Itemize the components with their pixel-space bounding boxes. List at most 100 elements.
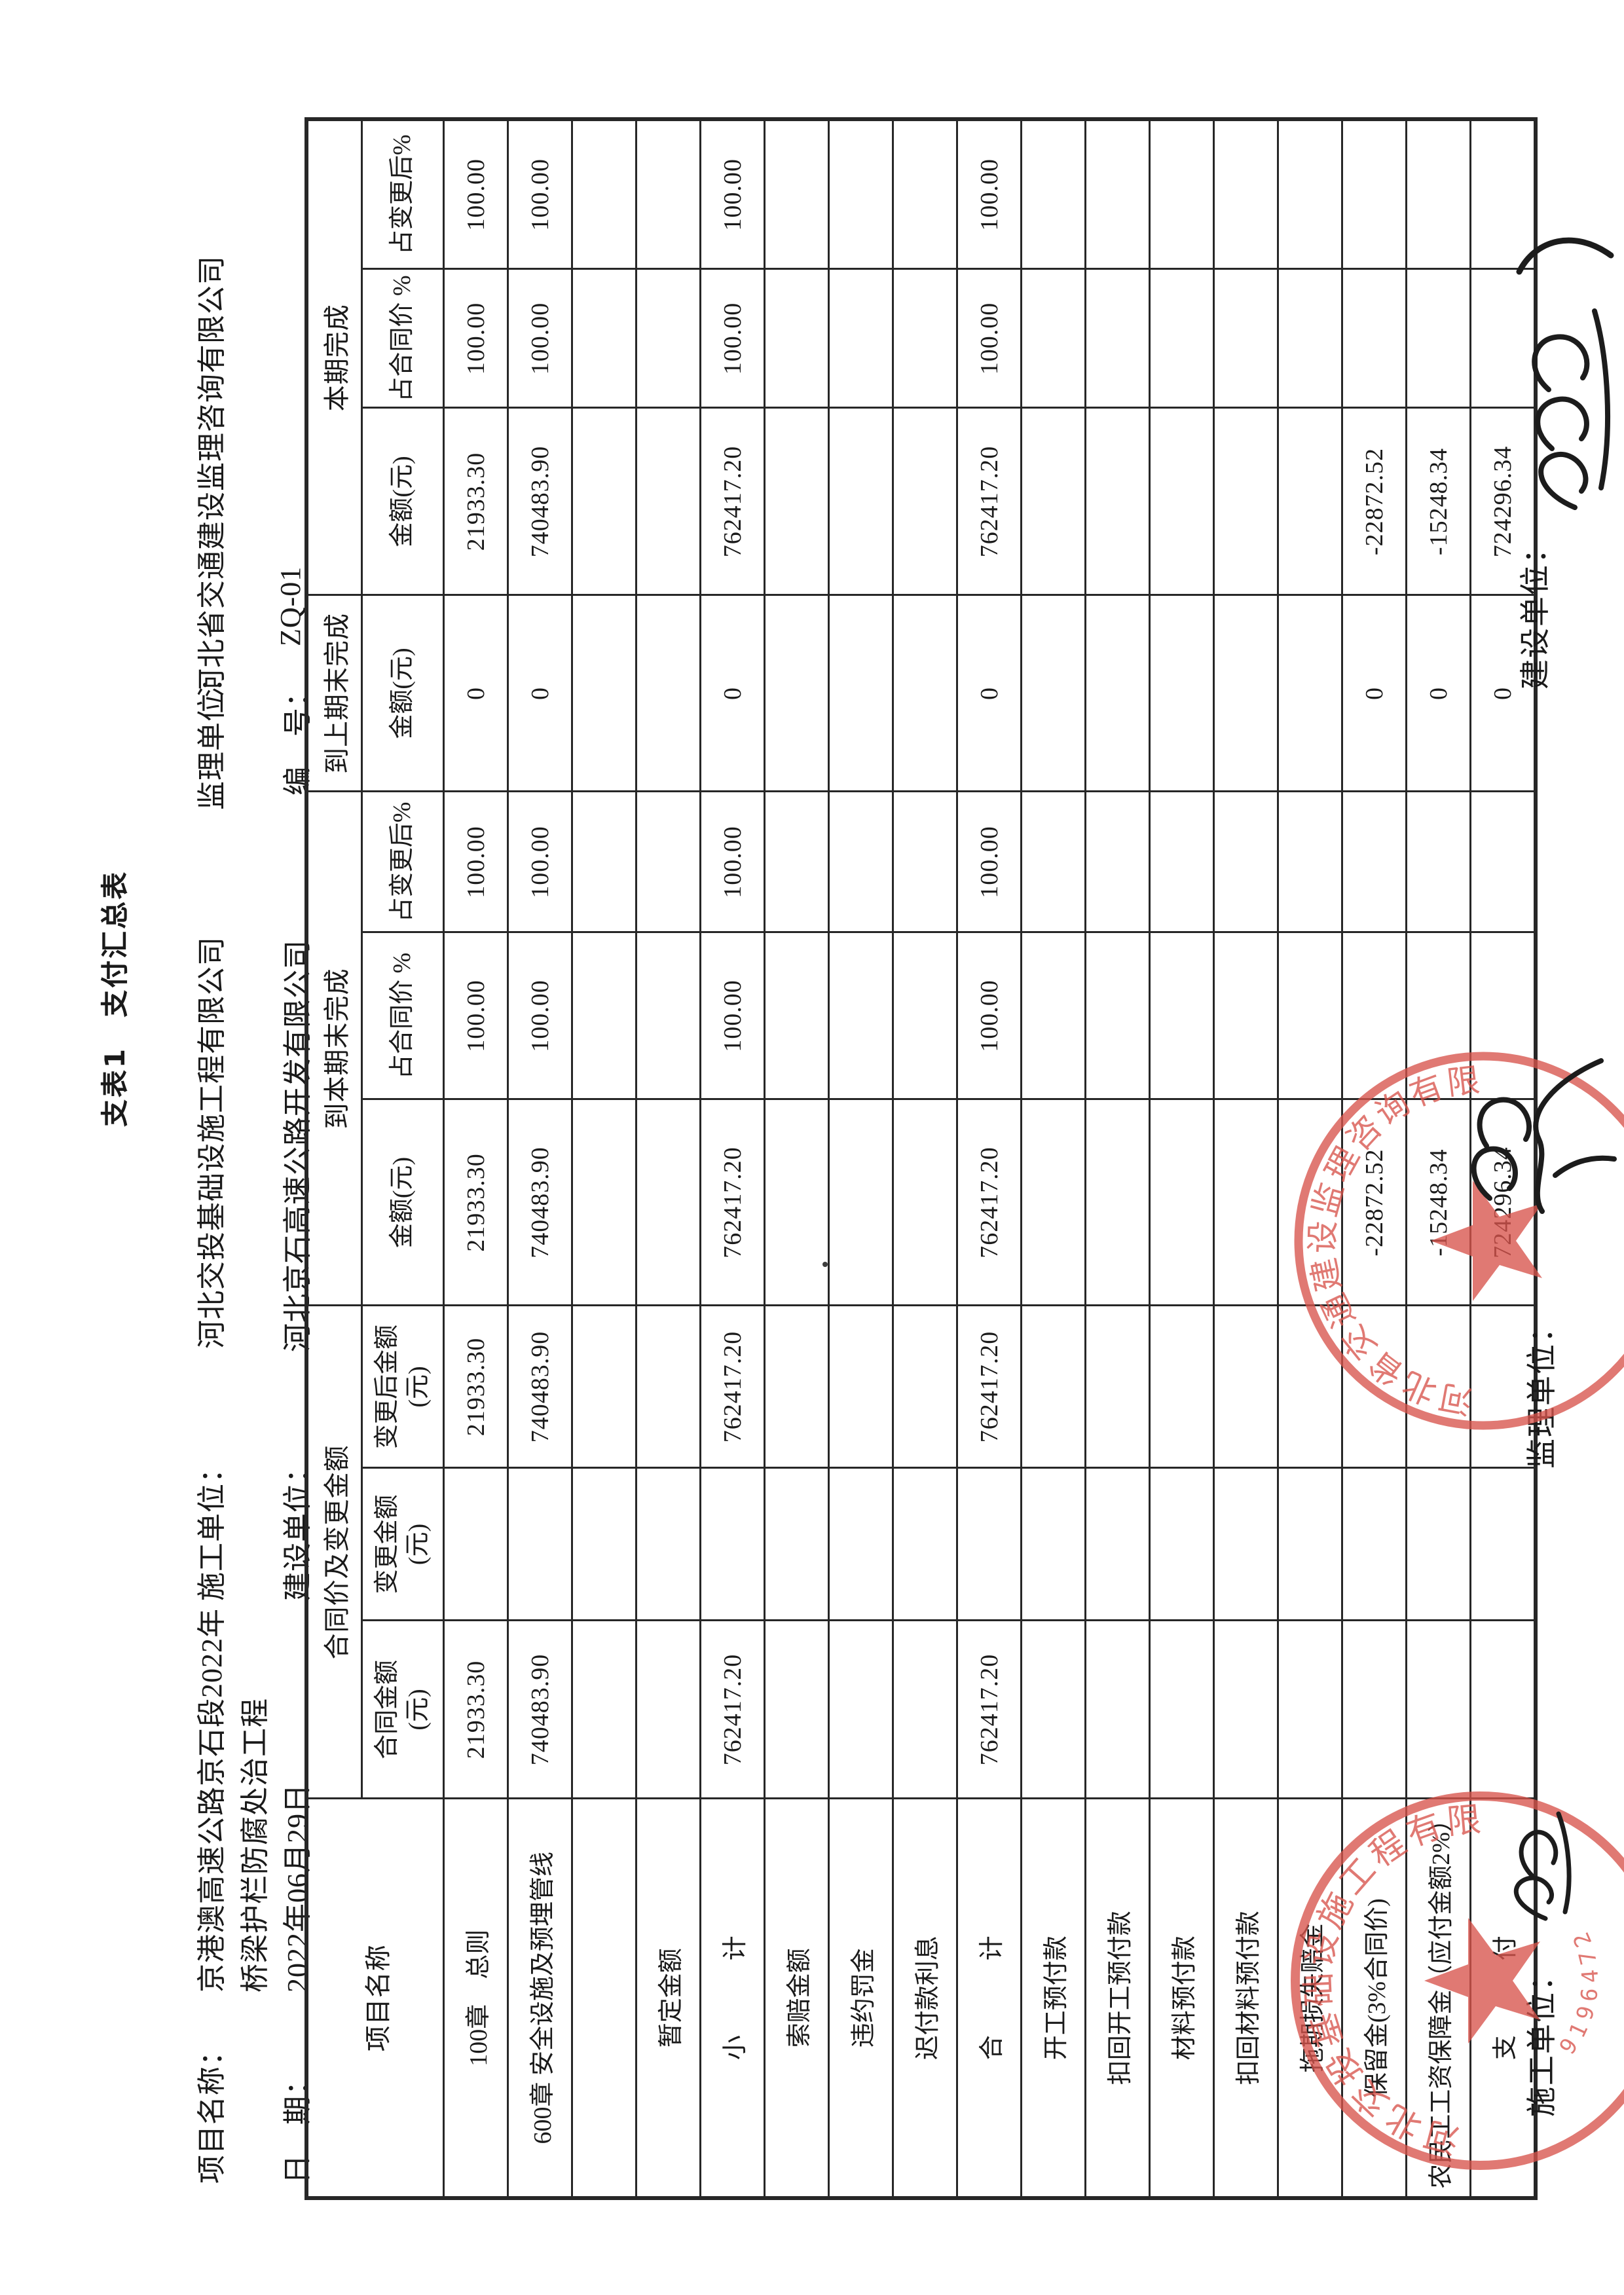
col-project-name: 项目名称 xyxy=(306,1799,444,2198)
cell-value: 762417.20 xyxy=(700,407,765,595)
cell-value xyxy=(764,119,829,269)
table-row: 暂定金额 xyxy=(636,119,701,2198)
cell-value xyxy=(572,407,637,595)
cell-value: 740483.90 xyxy=(507,1621,572,1799)
supervisor-value: 河北省交通建设监理咨询有限公司 xyxy=(196,255,228,697)
cell-value xyxy=(1406,1468,1471,1621)
cell-value xyxy=(1085,407,1150,595)
cell-value xyxy=(1085,791,1150,932)
col-contract-amount: 合同金额 (元) xyxy=(361,1621,444,1799)
cell-value xyxy=(828,407,893,595)
cell-value xyxy=(572,1099,637,1306)
cell-value xyxy=(507,1468,572,1621)
cell-value: 100.00 xyxy=(700,932,765,1099)
cell-value: 762417.20 xyxy=(700,1305,765,1468)
project-name-value-line1: 京港澳高速公路京石段2022年 xyxy=(196,1608,228,1992)
col-current-pct-change: 占变更后% xyxy=(361,119,444,269)
cell-value xyxy=(572,1305,637,1468)
footer-client-label: 建设单位： xyxy=(1519,532,1552,689)
cell-value xyxy=(1021,791,1086,932)
cell-value xyxy=(764,932,829,1099)
cell-value xyxy=(572,595,637,792)
cell-value: 740483.90 xyxy=(507,1099,572,1306)
project-name-value-line2: 桥梁护栏防腐处治工程 xyxy=(239,1698,271,1992)
cell-value: 740483.90 xyxy=(507,407,572,595)
client-signature xyxy=(1516,237,1614,510)
contractor-label: 施工单位： xyxy=(196,1454,228,1601)
cell-value: 0 xyxy=(507,595,572,792)
cell-value: 100.00 xyxy=(957,791,1022,932)
cell-value xyxy=(893,791,957,932)
contractor-value: 河北交投基础设施工程有限公司 xyxy=(196,936,228,1349)
cell-value xyxy=(764,1621,829,1799)
supervisor-company-seal: 河北省交通建设监理咨询有限公司 xyxy=(1287,1052,1624,1437)
cell-value xyxy=(1021,1305,1086,1468)
cell-value: 0 xyxy=(1406,595,1471,792)
cell-value xyxy=(893,1621,957,1799)
cell-value xyxy=(1021,1621,1086,1799)
col-after-change-amount: 变更后金额 (元) xyxy=(361,1305,444,1468)
cell-value: 740483.90 xyxy=(507,1305,572,1468)
cell-value xyxy=(1213,791,1278,932)
cell-value xyxy=(1406,1621,1471,1799)
cell-value xyxy=(1149,1621,1214,1799)
cell-value xyxy=(1470,1468,1536,1621)
col-previous-amount: 金额(元) xyxy=(361,595,444,792)
ink-speck xyxy=(822,1262,828,1267)
cell-value: 100.00 xyxy=(443,932,508,1099)
contractor-signature xyxy=(1513,1811,1572,1921)
cell-value xyxy=(828,268,893,408)
seal-star-icon xyxy=(1431,1181,1542,1301)
table-row: 600章 安全设施及预埋管线 740483.90 740483.90 740483.9… xyxy=(507,119,572,2198)
cell-value xyxy=(636,407,701,595)
cell-value: 100.00 xyxy=(957,932,1022,1099)
table-row xyxy=(572,119,637,2198)
col-group-completed-current: 本期完成 xyxy=(306,119,362,595)
col-todate-pct-contract: 占合同价 % xyxy=(361,932,444,1099)
cell-value xyxy=(636,1305,701,1468)
col-change-amount: 变更金额 (元) xyxy=(361,1468,444,1621)
row-label: 600章 安全设施及预埋管线 xyxy=(507,1799,572,2198)
cell-value xyxy=(1149,791,1214,932)
cell-value xyxy=(1085,932,1150,1099)
cell-value: -15248.34 xyxy=(1406,407,1471,595)
cell-value: 100.00 xyxy=(700,268,765,408)
cell-value xyxy=(700,1468,765,1621)
cell-value xyxy=(1213,932,1278,1099)
cell-value xyxy=(893,1468,957,1621)
cell-value xyxy=(636,932,701,1099)
cell-value xyxy=(1085,1305,1150,1468)
cell-value xyxy=(636,1468,701,1621)
cell-value: 100.00 xyxy=(443,791,508,932)
cell-value xyxy=(828,1305,893,1468)
table-row: 违约罚金 xyxy=(828,119,893,2198)
cell-value xyxy=(1085,1099,1150,1306)
table-row: 索赔金额 xyxy=(764,119,829,2198)
cell-value xyxy=(443,1468,508,1621)
cell-value xyxy=(636,268,701,408)
cell-value xyxy=(1085,1621,1150,1799)
form-title: 支表1 支付汇总表 xyxy=(99,870,131,1128)
cell-value xyxy=(1278,407,1342,595)
cell-value: 762417.20 xyxy=(700,1099,765,1306)
cell-value xyxy=(1021,407,1086,595)
cell-value xyxy=(1149,407,1214,595)
row-label: 100章 总则 xyxy=(443,1799,508,2198)
cell-value xyxy=(1342,1468,1407,1621)
cell-value xyxy=(1085,119,1150,269)
cell-value: 0 xyxy=(700,595,765,792)
cell-value xyxy=(1213,1305,1278,1468)
cell-value xyxy=(572,268,637,408)
row-label xyxy=(572,1799,637,2198)
cell-value xyxy=(1342,791,1407,932)
cell-value xyxy=(1470,791,1536,932)
cell-value xyxy=(828,1099,893,1306)
cell-value: 100.00 xyxy=(507,119,572,269)
cell-value xyxy=(1213,595,1278,792)
cell-value xyxy=(764,595,829,792)
cell-value: 100.00 xyxy=(443,119,508,269)
cell-value xyxy=(893,932,957,1099)
cell-value xyxy=(1470,1621,1536,1799)
